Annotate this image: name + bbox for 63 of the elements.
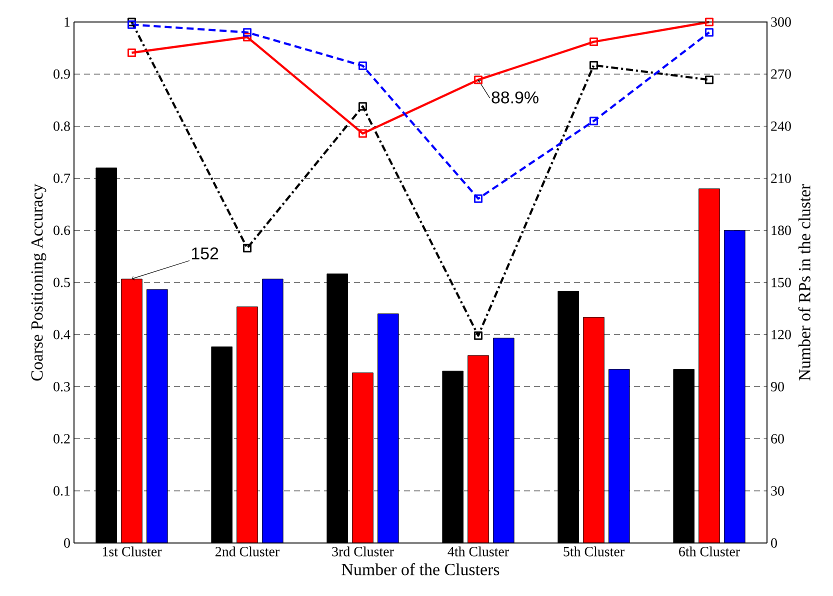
point	[474, 76, 482, 84]
y-tick-label: 0.8	[54, 121, 70, 131]
y-tick-label: 0.3	[54, 382, 70, 392]
y-tick-label: 1	[64, 17, 70, 27]
bar	[236, 306, 258, 543]
y-tick-label: 0.9	[54, 69, 70, 79]
y2-tick-label: 300	[771, 17, 791, 27]
bar	[583, 316, 604, 543]
bar	[493, 338, 514, 543]
bar	[698, 188, 720, 543]
point	[358, 129, 367, 138]
point	[590, 38, 598, 46]
point	[474, 194, 482, 203]
y-tick-label: 0.1	[54, 486, 70, 496]
bar	[468, 355, 489, 543]
x-tick-label: 6th Cluster	[679, 546, 740, 556]
annotation: 88.9%	[492, 91, 538, 104]
y-tick-label: 0.7	[54, 174, 70, 184]
y2-axis-title: Number of RPs in the cluster	[798, 184, 810, 381]
bar	[352, 372, 374, 543]
point	[705, 76, 714, 84]
point	[358, 102, 367, 111]
point	[243, 32, 252, 42]
bar	[378, 314, 399, 543]
point	[128, 18, 136, 26]
annotation: 152	[192, 247, 218, 260]
y-tick-label: 0.6	[54, 226, 70, 236]
x-tick-label: 2nd Cluster	[216, 546, 280, 556]
y2-tick-label: 0	[771, 538, 777, 548]
x-tick-label: 5th Cluster	[564, 546, 624, 556]
point	[128, 48, 136, 57]
y-tick-label: 0.5	[54, 278, 70, 288]
y2-tick-label: 210	[771, 174, 791, 184]
y2-tick-label: 30	[771, 486, 784, 496]
x-axis-title: Number of the Clusters	[342, 563, 500, 576]
y-axis-title: Coarse Positioning Accuracy	[31, 184, 46, 381]
y2-tick-label: 240	[771, 121, 791, 131]
y-tick-label: 0.2	[54, 434, 70, 444]
bar	[121, 278, 142, 543]
y-tick-label: 0.4	[54, 330, 70, 340]
point	[243, 28, 252, 37]
point	[358, 62, 367, 70]
y2-tick-label: 270	[771, 69, 791, 79]
point	[243, 244, 252, 252]
y2-tick-label: 180	[772, 226, 791, 236]
bar	[146, 289, 168, 543]
y2-tick-label: 120	[772, 330, 791, 340]
point	[590, 60, 598, 70]
bar	[608, 369, 630, 543]
y2-tick-label: 90	[770, 382, 784, 392]
y2-tick-label: 60	[771, 434, 784, 444]
point	[705, 18, 714, 26]
bar	[262, 278, 284, 543]
bar	[724, 230, 746, 543]
point	[705, 28, 714, 37]
point	[128, 20, 136, 29]
x-tick-label: 4th Cluster	[448, 546, 509, 556]
x-tick-label: 3rd Cluster	[332, 546, 394, 556]
point	[474, 331, 482, 340]
point	[590, 116, 598, 126]
y-tick-label: 0	[64, 538, 70, 548]
y2-tick-label: 150	[772, 278, 791, 288]
x-tick-label: 1st Cluster	[102, 546, 162, 556]
